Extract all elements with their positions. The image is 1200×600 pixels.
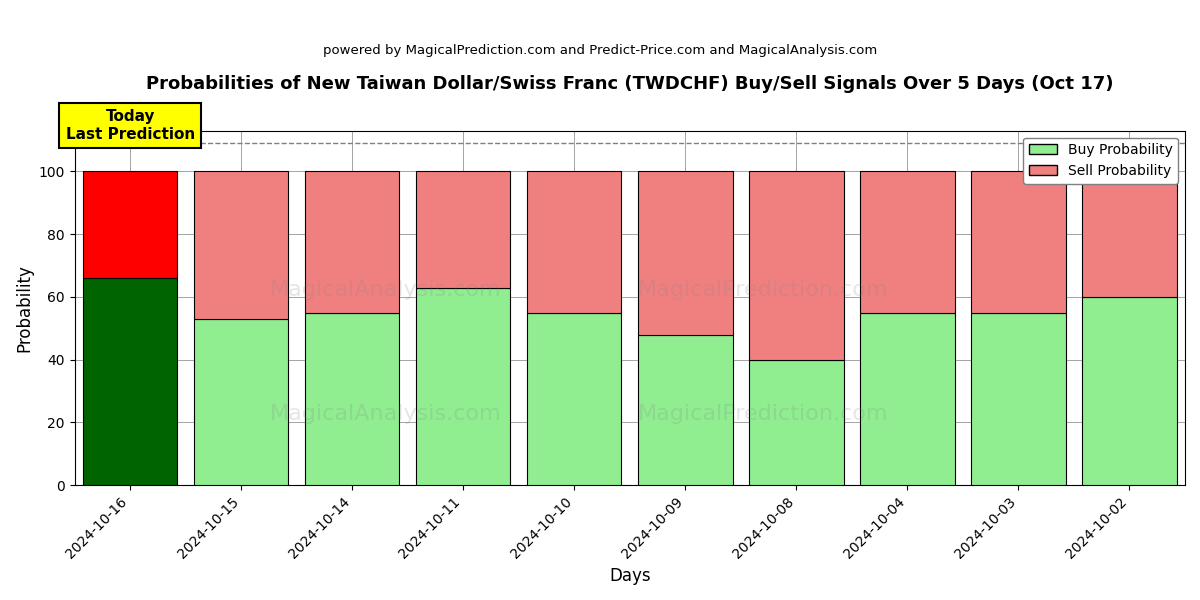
Bar	[194, 319, 288, 485]
Bar	[416, 172, 510, 287]
Bar	[527, 172, 622, 313]
Title: Probabilities of New Taiwan Dollar/Swiss Franc (TWDCHF) Buy/Sell Signals Over 5 : Probabilities of New Taiwan Dollar/Swiss…	[146, 75, 1114, 93]
Bar	[860, 313, 955, 485]
Bar	[860, 172, 955, 313]
Text: MagicalPrediction.com: MagicalPrediction.com	[638, 280, 888, 300]
Bar	[1082, 297, 1177, 485]
Text: powered by MagicalPrediction.com and Predict-Price.com and MagicalAnalysis.com: powered by MagicalPrediction.com and Pre…	[323, 44, 877, 57]
X-axis label: Days: Days	[610, 567, 650, 585]
Bar	[971, 313, 1066, 485]
Y-axis label: Probability: Probability	[16, 264, 34, 352]
Bar	[83, 172, 178, 278]
Bar	[194, 172, 288, 319]
Bar	[83, 278, 178, 485]
Bar	[527, 313, 622, 485]
Legend: Buy Probability, Sell Probability: Buy Probability, Sell Probability	[1024, 137, 1178, 184]
Bar	[305, 313, 400, 485]
Bar	[1082, 172, 1177, 297]
Bar	[416, 287, 510, 485]
Text: MagicalAnalysis.com: MagicalAnalysis.com	[270, 280, 502, 300]
Bar	[749, 359, 844, 485]
Bar	[638, 172, 732, 335]
Bar	[749, 172, 844, 359]
Bar	[305, 172, 400, 313]
Text: MagicalAnalysis.com: MagicalAnalysis.com	[270, 404, 502, 424]
Text: Today
Last Prediction: Today Last Prediction	[66, 109, 194, 142]
Bar	[638, 335, 732, 485]
Text: MagicalPrediction.com: MagicalPrediction.com	[638, 404, 888, 424]
Bar	[971, 172, 1066, 313]
